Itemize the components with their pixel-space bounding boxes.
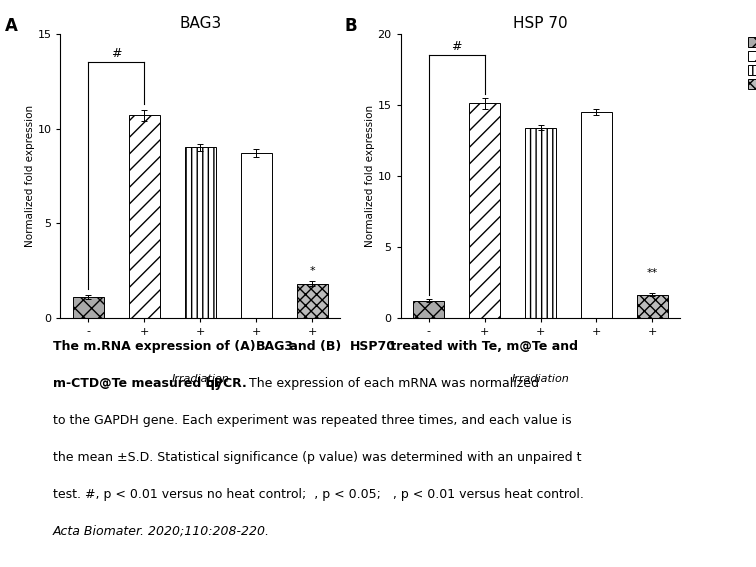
Text: to the GAPDH gene. Each experiment was repeated three times, and each value is: to the GAPDH gene. Each experiment was r…: [53, 414, 572, 427]
Text: treated with Te, m@Te and: treated with Te, m@Te and: [386, 340, 578, 353]
Bar: [297, 284, 327, 318]
Text: and (B): and (B): [285, 340, 345, 353]
Legend: Control, Te, m@Te, m-CTD@Te: Control, Te, m@Te, m-CTD@Te: [405, 33, 497, 92]
Bar: [637, 295, 668, 318]
Bar: [581, 112, 612, 318]
Bar: [525, 128, 556, 318]
Bar: [73, 297, 104, 318]
Text: B: B: [345, 17, 358, 35]
Legend: Control, Te, m@Te, m-CTD@Te: Control, Te, m@Te, m-CTD@Te: [745, 33, 756, 92]
Bar: [241, 153, 271, 318]
Bar: [414, 301, 444, 318]
Title: BAG3: BAG3: [179, 16, 222, 31]
Text: #: #: [451, 40, 462, 53]
Title: HSP 70: HSP 70: [513, 16, 568, 31]
Text: test. #, p < 0.01 versus no heat control;  , p < 0.05;   , p < 0.01 versus heat : test. #, p < 0.01 versus no heat control…: [53, 488, 584, 501]
Text: Acta Biomater. 2020;110:208-220.: Acta Biomater. 2020;110:208-220.: [53, 524, 270, 538]
Text: The m.RNA expression of (A): The m.RNA expression of (A): [53, 340, 260, 353]
Text: qPCR.: qPCR.: [205, 377, 247, 390]
Text: #: #: [111, 46, 122, 60]
Text: m-CTD@Te measured by: m-CTD@Te measured by: [53, 377, 227, 390]
Text: The expression of each mRNA was normalized: The expression of each mRNA was normaliz…: [241, 377, 540, 390]
Text: A: A: [5, 17, 17, 35]
Bar: [129, 115, 160, 318]
Text: *: *: [309, 266, 315, 276]
Bar: [185, 147, 215, 318]
Text: Irradiation: Irradiation: [512, 374, 569, 384]
Bar: [469, 103, 500, 318]
Y-axis label: Normalized fold expression: Normalized fold expression: [25, 105, 35, 247]
Text: HSP70: HSP70: [350, 340, 396, 353]
Text: BAG3: BAG3: [256, 340, 294, 353]
Text: the mean ±S.D. Statistical significance (p value) was determined with an unpaire: the mean ±S.D. Statistical significance …: [53, 451, 581, 464]
Y-axis label: Normalized fold expression: Normalized fold expression: [364, 105, 375, 247]
Text: Irradiation: Irradiation: [172, 374, 229, 384]
Text: **: **: [647, 268, 658, 278]
